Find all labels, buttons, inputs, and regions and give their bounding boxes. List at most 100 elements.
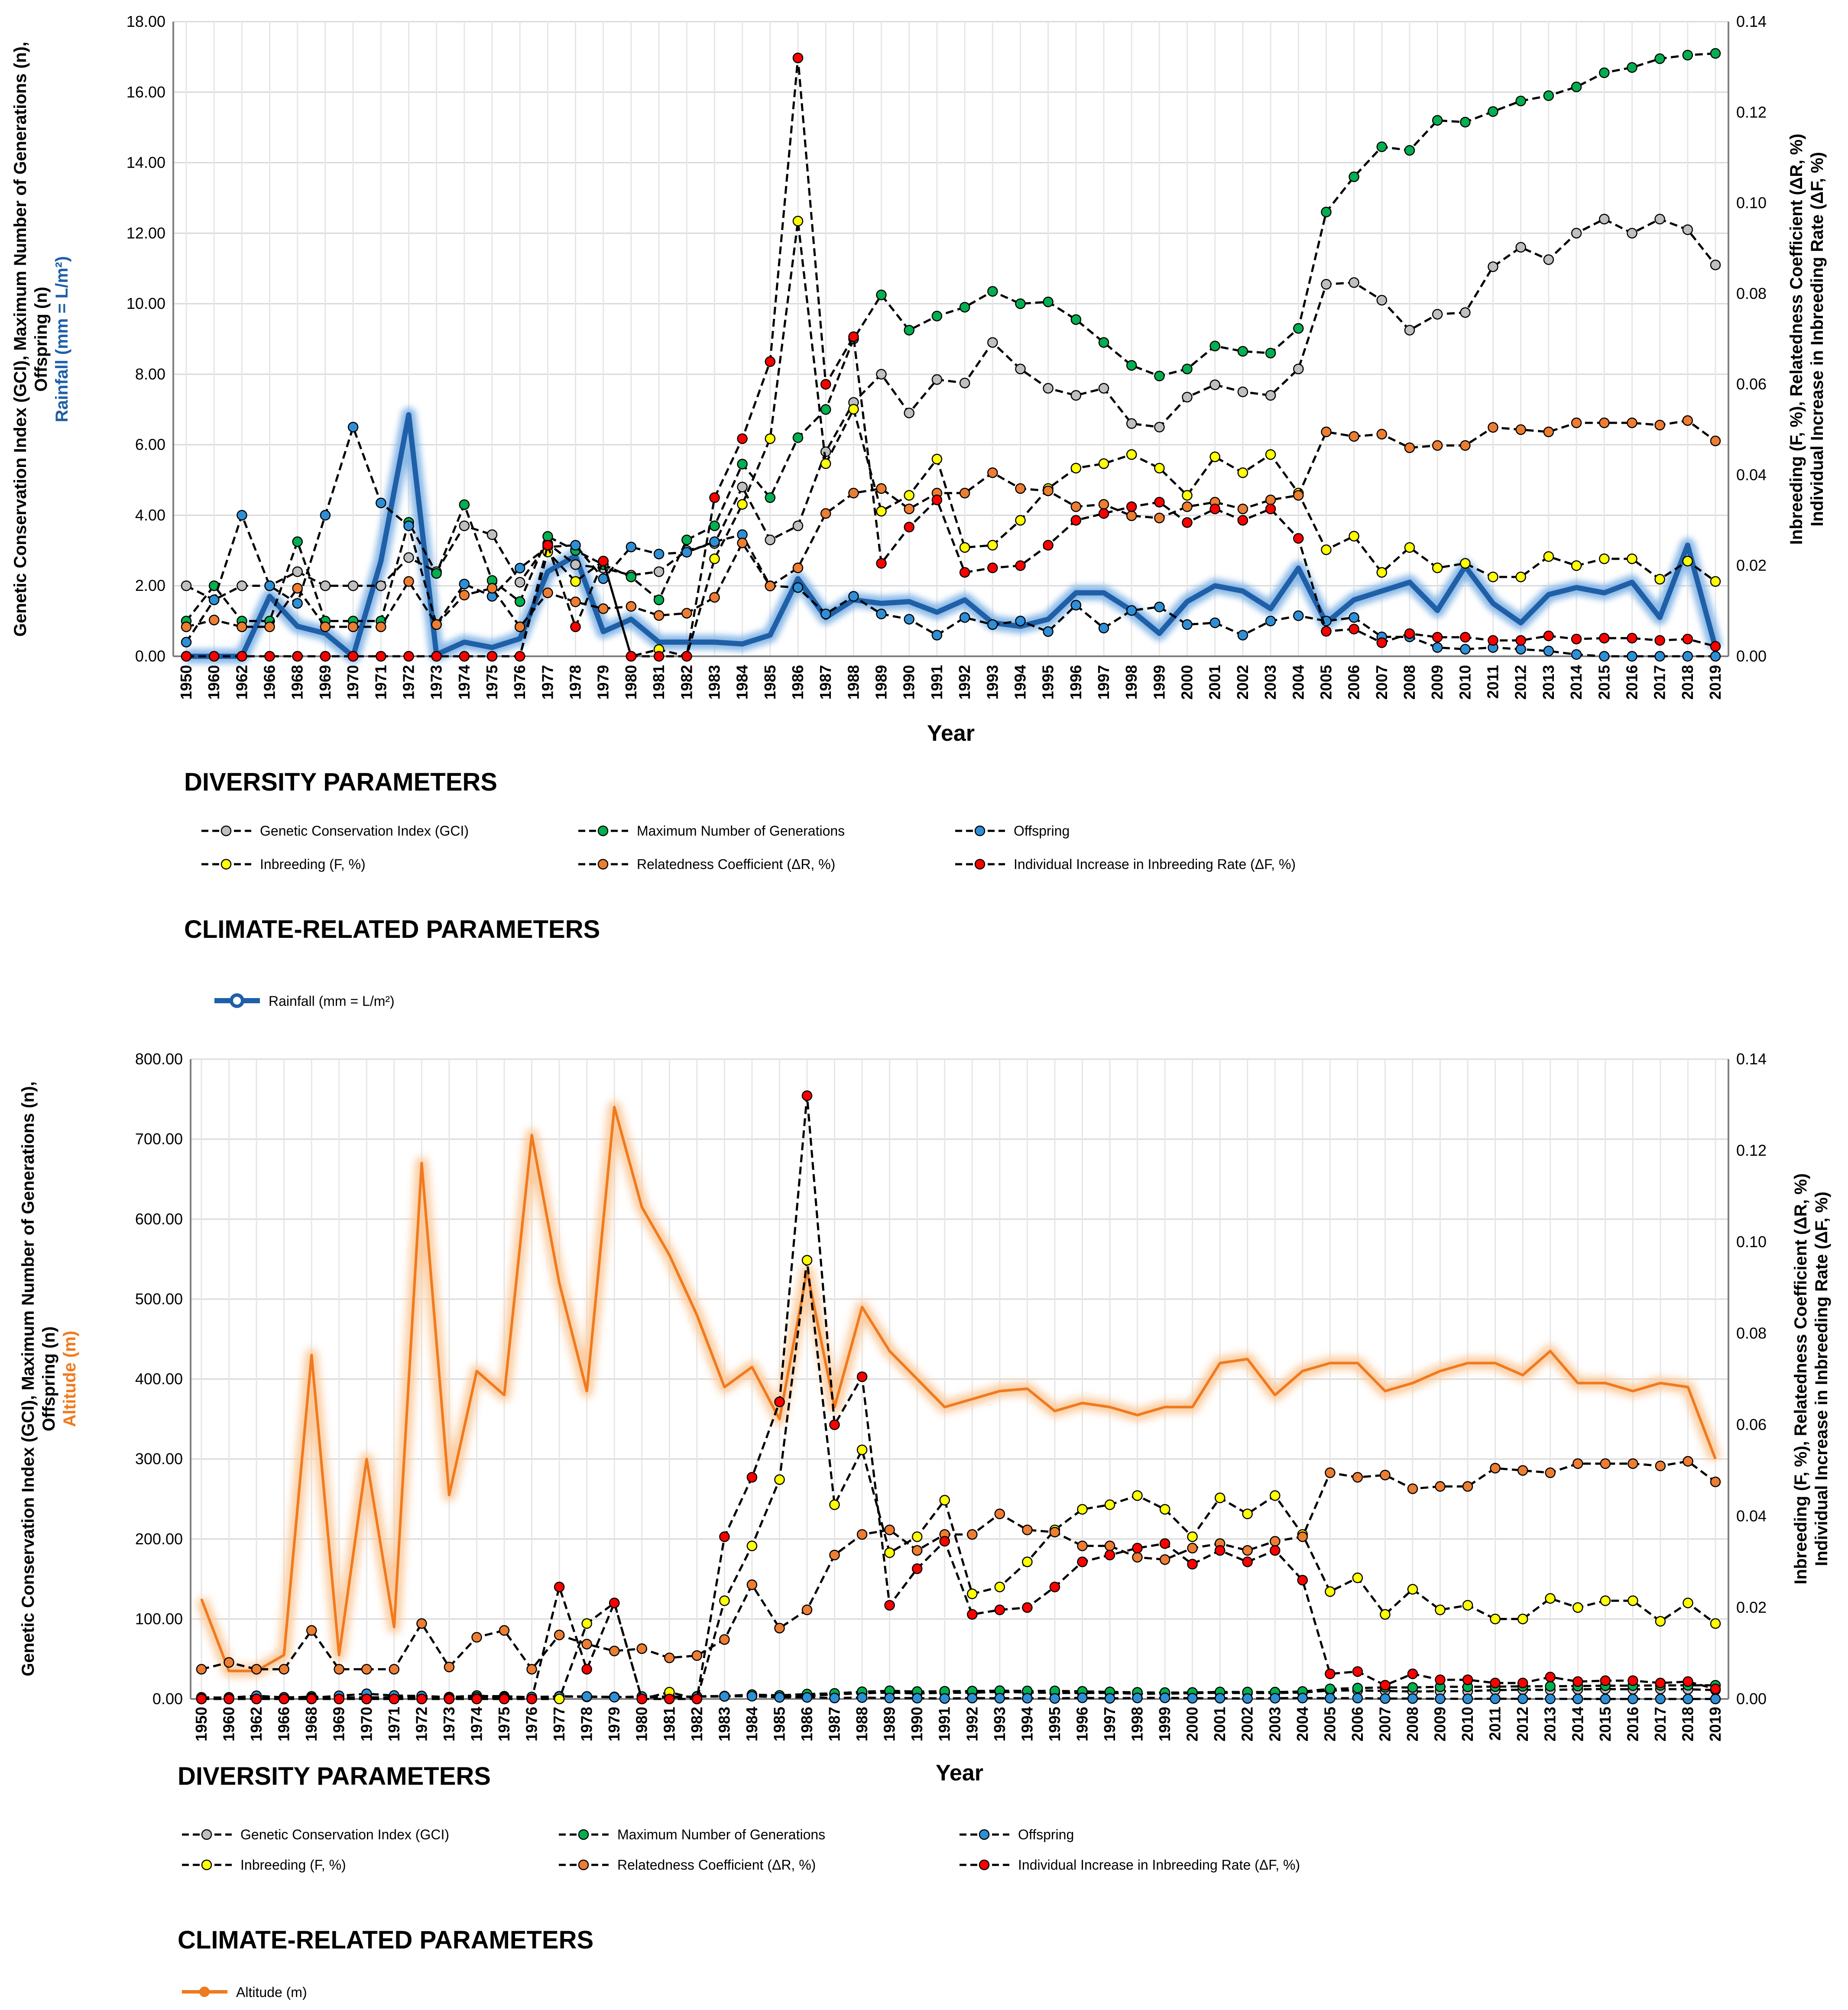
delta_f-point	[1407, 1668, 1418, 1679]
y2-tick-label: 0.14	[1736, 13, 1767, 30]
offspring-point	[994, 1693, 1005, 1704]
generations-point	[1349, 171, 1359, 182]
x-tick-label: 1994	[1011, 665, 1029, 700]
offspring-point	[1683, 1693, 1693, 1705]
offspring-point	[856, 1692, 868, 1703]
x-tick-label: 2005	[1317, 665, 1335, 700]
y2-tick-label: 0.02	[1736, 557, 1767, 574]
x-tick-label: 2011	[1486, 1707, 1504, 1741]
gci-point	[931, 374, 943, 385]
delta_f-point	[774, 1397, 785, 1407]
x-tick-label: 2004	[1294, 1707, 1311, 1741]
delta_f-point	[719, 1531, 730, 1542]
x-tick-label: 1966	[261, 665, 279, 700]
generations-point	[820, 404, 831, 415]
x-tick-label: 2005	[1321, 1707, 1339, 1741]
offspring-point	[1182, 619, 1193, 630]
relatedness-point	[1572, 1458, 1583, 1469]
gci-point	[1376, 295, 1388, 306]
x-tick-label: 2017	[1651, 665, 1669, 700]
inbreeding-point	[746, 1540, 758, 1551]
offspring-point	[1159, 1692, 1170, 1703]
inbreeding-point	[1571, 560, 1582, 571]
gci-point	[320, 580, 331, 591]
relatedness-point	[792, 562, 804, 574]
x-tick-label: 1997	[1101, 1707, 1119, 1741]
delta_f-point	[737, 433, 748, 444]
x-tick-label: 2013	[1541, 1707, 1559, 1741]
relatedness-point	[1654, 420, 1665, 431]
offspring-point	[1654, 651, 1665, 662]
delta_f-series-line	[186, 58, 1716, 658]
x-tick-label: 2008	[1404, 1707, 1421, 1741]
offspring-point	[1325, 1692, 1336, 1704]
x-tick-label: 2018	[1679, 1707, 1696, 1741]
inbreeding-point	[1462, 1600, 1473, 1611]
relatedness-point	[403, 576, 414, 587]
gci-point	[570, 559, 581, 570]
legend-item-generations: Maximum Number of Generations	[578, 823, 845, 839]
relatedness-point	[994, 1508, 1005, 1519]
delta_f-point	[792, 52, 804, 63]
offspring-point	[774, 1692, 785, 1703]
delta_f-point	[1293, 533, 1304, 544]
delta_f-series	[181, 52, 1721, 662]
delta_f-point	[1349, 623, 1359, 635]
offspring-point	[570, 540, 581, 551]
inbreeding-point	[1154, 463, 1165, 473]
gci-point	[237, 580, 247, 591]
offspring-point	[904, 614, 914, 625]
relatedness-point	[1187, 1543, 1198, 1554]
inbreeding-point	[1126, 449, 1137, 460]
offspring-point	[1517, 1693, 1528, 1704]
delta_f-point	[1321, 626, 1332, 637]
relatedness-point	[459, 590, 470, 600]
inbreeding-point	[1628, 1595, 1638, 1606]
offspring-point	[820, 609, 831, 619]
x-tick-label: 2000	[1183, 1707, 1201, 1741]
generations-point	[1015, 298, 1026, 309]
delta_f-point	[931, 494, 943, 506]
offspring-point	[709, 536, 720, 547]
offspring-point	[1352, 1692, 1363, 1704]
legend-marker	[578, 1829, 589, 1840]
legend-label: Relatedness Coefficient (ΔR, %)	[637, 856, 835, 872]
relatedness-point	[1154, 512, 1165, 524]
offspring-point	[1600, 1693, 1611, 1705]
x-tick-label: 1984	[733, 665, 751, 700]
relatedness-point	[1325, 1467, 1336, 1478]
relatedness-point	[1098, 499, 1109, 510]
relatedness-point	[1352, 1472, 1363, 1483]
inbreeding-point	[1600, 1595, 1611, 1606]
gci-point	[987, 337, 998, 348]
inbreeding-point	[1098, 458, 1109, 469]
rainfall-chart-y2-ticks: 0.00 0.02 0.04 0.06 0.08 0.10 0.12 0.14	[1736, 13, 1767, 665]
x-tick-label: 2006	[1345, 665, 1363, 700]
relatedness-point	[1543, 426, 1554, 438]
inbreeding-point	[959, 542, 970, 553]
generations-point	[959, 302, 970, 313]
relatedness-point	[1380, 1469, 1391, 1481]
relatedness-point	[848, 488, 859, 499]
generations-point	[1654, 53, 1665, 64]
x-tick-label: 2011	[1484, 665, 1502, 699]
relatedness-point	[1432, 440, 1443, 451]
delta_f-point	[361, 1693, 372, 1705]
delta_f-point	[459, 651, 470, 662]
offspring-point	[1407, 1693, 1418, 1704]
delta_f-point	[320, 651, 331, 662]
delta_f-point	[1265, 503, 1276, 515]
y2-tick-label: 0.04	[1736, 466, 1767, 483]
inbreeding-point	[1325, 1586, 1336, 1597]
delta_f-point	[1159, 1538, 1170, 1549]
rainfall-series-glow	[186, 407, 1723, 664]
offspring-point	[1187, 1693, 1198, 1704]
x-tick-label: 1978	[578, 1707, 596, 1741]
y2-tick-label: 0.02	[1736, 1598, 1767, 1616]
delta_f-point	[1098, 508, 1109, 519]
x-tick-label: 1985	[770, 1707, 788, 1741]
offspring-point	[1077, 1692, 1088, 1703]
x-tick-label: 1990	[908, 1707, 926, 1741]
delta_f-point	[208, 651, 220, 662]
generations-point	[765, 492, 776, 503]
